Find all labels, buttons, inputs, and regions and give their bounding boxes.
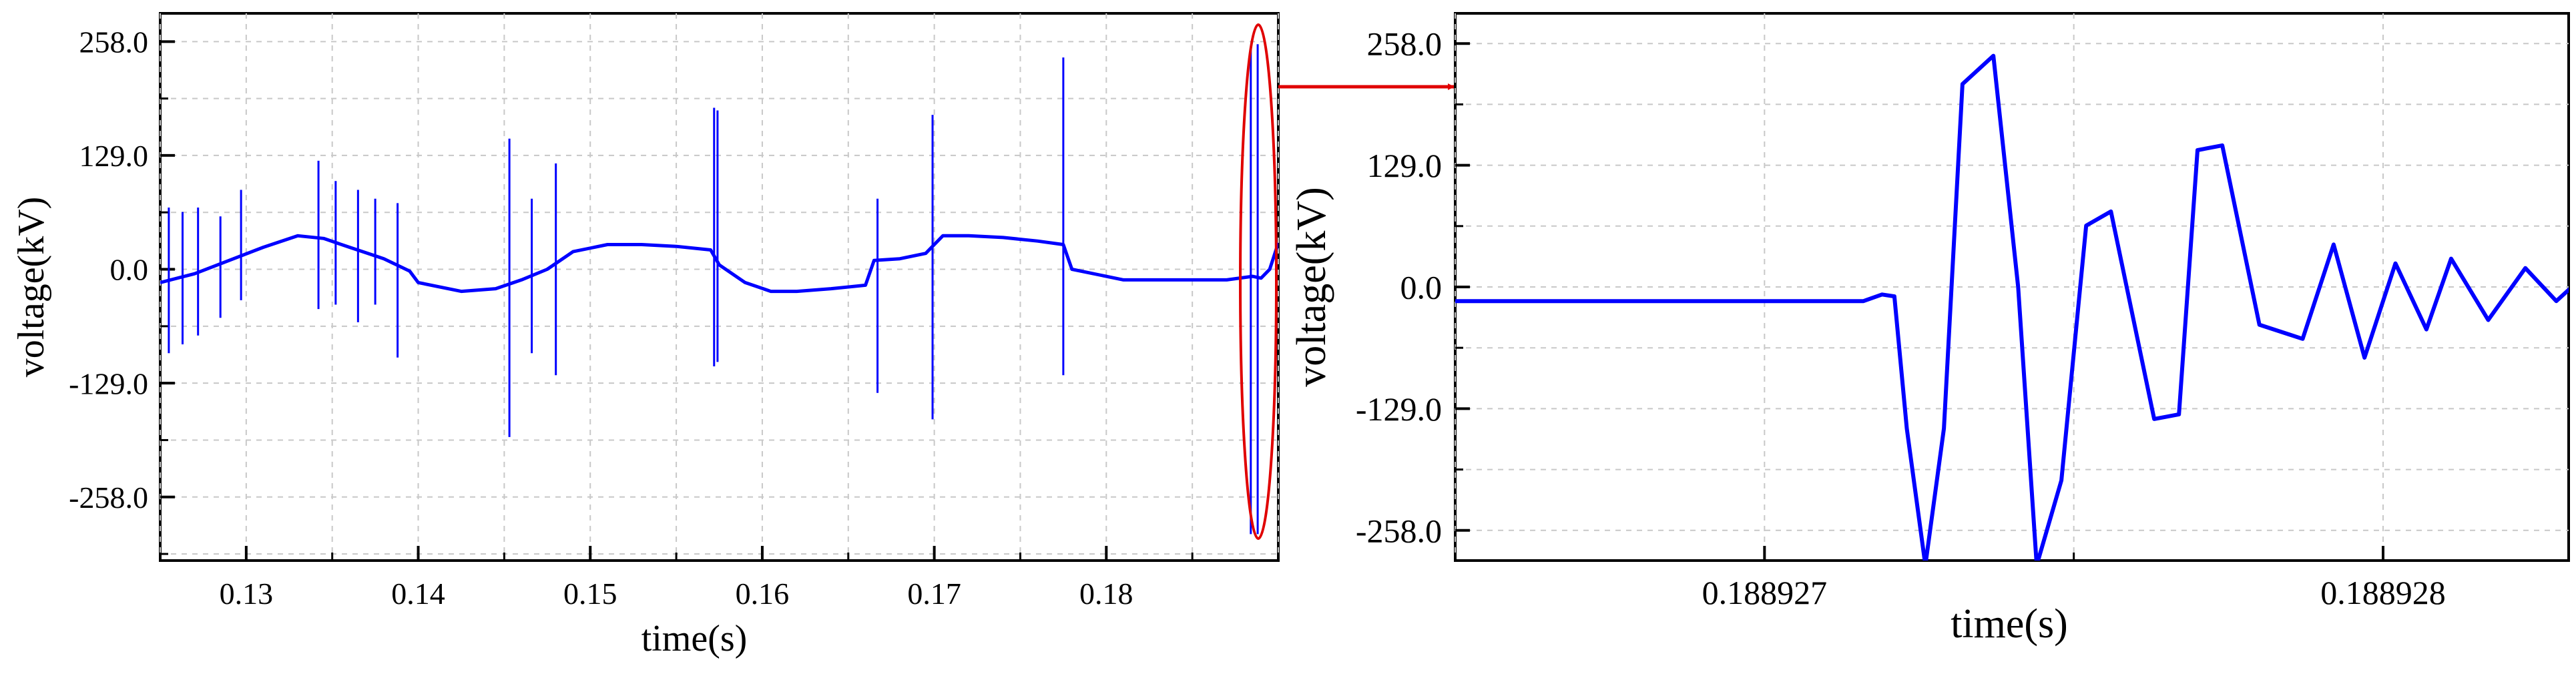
y-tick-label: 258.0 [79, 25, 149, 59]
x-axis-title-right: time(s) [1951, 601, 2068, 647]
series-line [160, 234, 1278, 294]
y-tick-label: 129.0 [1367, 147, 1443, 184]
y-tick-label: 0.0 [110, 253, 149, 287]
ticks-left: 0.13 0.14 0.15 0.16 0.17 0.18 258.0 129.0 0.0 -12… [69, 25, 1280, 611]
zoom-region-ellipse [1239, 23, 1278, 540]
y-axis-title-left: voltage(kV) [11, 197, 52, 378]
y-tick-label: 258.0 [1367, 25, 1443, 63]
y-tick-label: 129.0 [79, 139, 149, 173]
ticks-right: 0.188927 0.188928 258.0 129.0 0.0 -129.0 -258.… [1356, 25, 2446, 611]
y-tick-label: 0.0 [1400, 269, 1443, 306]
x-tick-label: 0.15 [563, 577, 617, 611]
x-tick-label: 0.188927 [1702, 574, 1828, 611]
x-tick-label: 0.16 [736, 577, 790, 611]
series-line [1455, 53, 2569, 561]
chart-overview: 0.13 0.14 0.15 0.16 0.17 0.18 258.0 129.0 0.0 -12… [11, 12, 1280, 659]
y-axis-title-right: voltage(kV) [1289, 187, 1334, 387]
x-axis-title-left: time(s) [641, 618, 748, 659]
y-tick-label: -258.0 [69, 480, 148, 515]
plot-frame-left [159, 12, 1280, 562]
x-tick-label: 0.13 [220, 577, 274, 611]
series-zoom [1455, 53, 2569, 561]
x-tick-label: 0.17 [907, 577, 961, 611]
x-tick-label: 0.18 [1079, 577, 1133, 611]
gridlines-right [1455, 13, 2569, 561]
y-tick-label: -129.0 [69, 366, 148, 400]
gridlines-left [160, 13, 1279, 561]
y-tick-label: -258.0 [1356, 512, 1442, 549]
x-tick-label: 0.14 [391, 577, 445, 611]
chart-zoom: 0.188927 0.188928 258.0 129.0 0.0 -129.0 -258.… [1289, 12, 2570, 647]
series-overview [160, 44, 1278, 535]
y-tick-label: -129.0 [1356, 390, 1442, 428]
x-tick-label: 0.188928 [2320, 574, 2446, 611]
